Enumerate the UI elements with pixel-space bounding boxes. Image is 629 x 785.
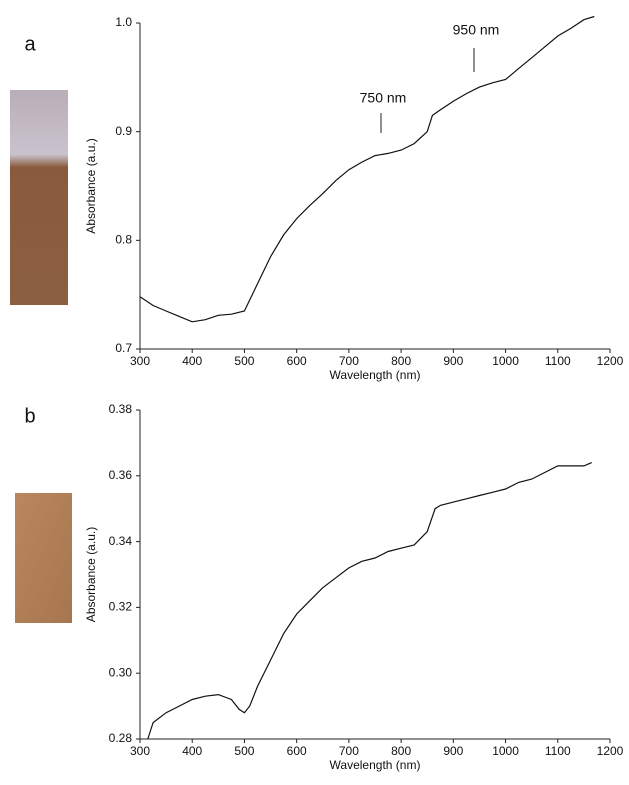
cuvette-photo xyxy=(10,90,68,305)
x-tick-label: 300 xyxy=(130,744,150,758)
y-tick-label: 0.30 xyxy=(109,665,133,679)
y-axis-title: Absorbance (a.u.) xyxy=(84,527,98,622)
x-axis-title: Wavelength (nm) xyxy=(330,368,421,382)
x-tick-label: 700 xyxy=(339,354,359,368)
y-tick-label: 1.0 xyxy=(115,15,132,29)
panel-label: b xyxy=(24,405,35,427)
x-tick-label: 600 xyxy=(287,354,307,368)
absorbance-curve xyxy=(139,15,595,323)
absorbance-curve xyxy=(147,462,592,740)
y-axis-title: Absorbance (a.u.) xyxy=(84,138,98,233)
y-tick-label: 0.36 xyxy=(109,468,133,482)
x-tick-label: 500 xyxy=(234,354,254,368)
x-tick-label: 1000 xyxy=(492,354,519,368)
x-tick-label: 500 xyxy=(234,744,254,758)
y-tick-label: 0.8 xyxy=(115,233,132,247)
y-tick-label: 0.34 xyxy=(109,534,133,548)
y-tick-label: 0.9 xyxy=(115,124,132,138)
y-tick-label: 0.38 xyxy=(109,402,133,416)
x-tick-label: 1100 xyxy=(545,354,571,368)
y-tick-label: 0.28 xyxy=(109,731,133,745)
y-tick-label: 0.32 xyxy=(109,600,133,614)
annotation: 950 nm xyxy=(453,22,500,38)
x-axis-title: Wavelength (nm) xyxy=(330,758,421,772)
x-tick-label: 1200 xyxy=(597,354,624,368)
x-tick-label: 400 xyxy=(182,744,202,758)
x-tick-label: 600 xyxy=(287,744,307,758)
panel-label: a xyxy=(24,33,36,55)
x-tick-label: 300 xyxy=(130,354,150,368)
x-tick-label: 800 xyxy=(391,744,411,758)
x-tick-label: 1200 xyxy=(597,744,624,758)
annotation: 750 nm xyxy=(360,90,407,106)
x-tick-label: 1100 xyxy=(545,744,571,758)
y-tick-label: 0.7 xyxy=(115,341,132,355)
x-tick-label: 900 xyxy=(443,354,463,368)
x-tick-label: 700 xyxy=(339,744,359,758)
x-tick-label: 900 xyxy=(443,744,463,758)
film-photo xyxy=(15,493,72,623)
x-tick-label: 1000 xyxy=(492,744,519,758)
x-tick-label: 800 xyxy=(391,354,411,368)
x-tick-label: 400 xyxy=(182,354,202,368)
